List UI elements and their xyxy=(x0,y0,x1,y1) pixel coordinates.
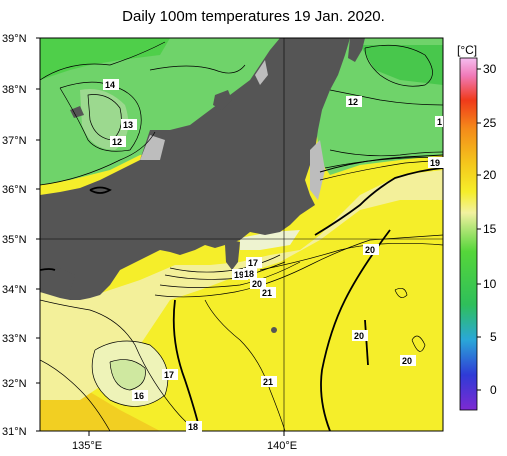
svg-text:18: 18 xyxy=(188,422,198,432)
japan-sea-eddy xyxy=(80,89,129,150)
northern-land xyxy=(348,38,365,62)
kyushu-land xyxy=(40,268,75,295)
svg-text:20: 20 xyxy=(354,331,364,341)
map-area xyxy=(40,38,443,431)
lat-label: 32°N xyxy=(2,378,27,390)
contour-label: 20 xyxy=(400,355,416,366)
lat-ticks xyxy=(36,37,40,432)
contour-labels: 14 13 12 12 1 19 20 17 19 18 20 21 20 20… xyxy=(103,79,444,432)
svg-text:20: 20 xyxy=(365,245,375,255)
svg-text:12: 12 xyxy=(348,97,358,107)
lat-label: 36°N xyxy=(2,184,27,196)
lat-label: 35°N xyxy=(2,234,27,246)
contour-label: 19 xyxy=(232,269,248,280)
lat-label: 31°N xyxy=(2,426,27,438)
svg-text:20: 20 xyxy=(402,356,412,366)
contour-label: 14 xyxy=(103,79,119,90)
contour-label: 13 xyxy=(121,119,137,130)
honshu-land xyxy=(40,38,350,300)
svg-text:14: 14 xyxy=(105,80,115,90)
svg-text:12: 12 xyxy=(112,137,122,147)
svg-text:19: 19 xyxy=(234,270,244,280)
contour-label: 18 xyxy=(243,268,257,279)
coastal-water xyxy=(240,230,300,250)
colorbar-tick: 20 xyxy=(483,168,497,182)
contour-label: 1 xyxy=(435,116,443,127)
svg-text:17: 17 xyxy=(164,370,174,380)
isotherm-20 xyxy=(40,167,443,431)
colorbar: [°C] 30 25 20 15 10 5 0 xyxy=(457,43,497,411)
lat-label: 34°N xyxy=(2,284,27,296)
colorbar-tick: 0 xyxy=(490,383,497,397)
contour-label: 21 xyxy=(260,287,276,298)
hachijo-island xyxy=(271,327,277,333)
oki-island xyxy=(70,106,84,118)
izu-peninsula xyxy=(225,240,240,270)
colorbar-scale xyxy=(459,57,478,411)
cool-eddy-core xyxy=(110,359,146,390)
contour-label: 19 xyxy=(428,157,444,168)
contour-label: 20 xyxy=(363,244,379,255)
shelf-east xyxy=(310,140,325,200)
svg-text:1: 1 xyxy=(437,117,442,127)
pacific-cold-core xyxy=(360,45,443,85)
contour-label: 12 xyxy=(346,96,362,107)
japan-sea-cold-north xyxy=(40,38,170,80)
svg-text:21: 21 xyxy=(263,377,273,387)
sado-island xyxy=(213,90,232,110)
lon-ticks xyxy=(88,431,285,436)
contour-label: 17 xyxy=(246,257,262,268)
map-frame xyxy=(36,37,444,436)
svg-text:18: 18 xyxy=(244,269,254,279)
shelf-west xyxy=(140,135,165,160)
lon-label: 135°E xyxy=(72,440,102,452)
warm-ocean-southwest xyxy=(40,360,160,431)
svg-text:19: 19 xyxy=(430,158,440,168)
isotherm-19 xyxy=(319,154,443,173)
colorbar-tick: 5 xyxy=(490,330,497,344)
lat-label: 39°N xyxy=(2,33,27,45)
contour-label: 20 xyxy=(250,278,266,289)
contour-label: 21 xyxy=(261,376,277,387)
isotherm-lines xyxy=(40,41,443,431)
map-title: Daily 100m temperatures 19 Jan. 2020. xyxy=(122,8,385,25)
colorbar-tick: 25 xyxy=(483,116,497,130)
contour-label: 17 xyxy=(162,369,178,380)
svg-text:21: 21 xyxy=(262,288,272,298)
lat-labels: 39°N 38°N 37°N 36°N 35°N 34°N 33°N 32°N … xyxy=(2,33,27,438)
svg-text:17: 17 xyxy=(248,258,258,268)
svg-text:13: 13 xyxy=(123,120,133,130)
svg-text:16: 16 xyxy=(134,391,144,401)
lat-label: 37°N xyxy=(2,135,27,147)
svg-text:20: 20 xyxy=(252,279,262,289)
colorbar-tick: 10 xyxy=(483,277,497,291)
colorbar-unit: [°C] xyxy=(457,43,477,57)
contour-label: 12 xyxy=(110,136,126,147)
lat-label: 38°N xyxy=(2,84,27,96)
colorbar-tick: 30 xyxy=(483,62,497,76)
contour-label: 18 xyxy=(186,421,202,432)
colorbar-tick: 15 xyxy=(483,222,497,236)
lat-label: 33°N xyxy=(2,333,27,345)
lon-labels: 135°E 140°E xyxy=(72,440,297,452)
lon-label: 140°E xyxy=(267,440,297,452)
contour-label: 16 xyxy=(132,390,148,401)
shelf-north xyxy=(255,60,268,85)
contour-label: 20 xyxy=(352,330,368,341)
